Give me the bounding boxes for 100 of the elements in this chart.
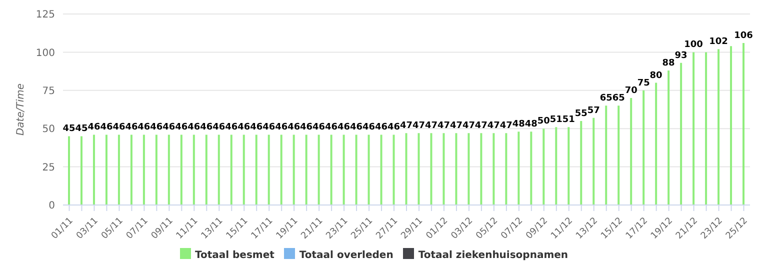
data-label: 51 bbox=[550, 115, 562, 126]
data-label: 46 bbox=[250, 122, 263, 133]
bar bbox=[630, 98, 632, 205]
data-label: 47 bbox=[500, 121, 512, 132]
data-label: 45 bbox=[62, 124, 76, 134]
legend-label: Totaal besmet bbox=[194, 250, 274, 261]
bar bbox=[568, 127, 570, 205]
bar bbox=[692, 52, 695, 205]
data-label: 46 bbox=[225, 122, 238, 133]
bar bbox=[530, 132, 532, 205]
bar bbox=[555, 127, 558, 205]
data-label: 47 bbox=[450, 121, 462, 132]
bar bbox=[318, 134, 320, 205]
bar bbox=[80, 136, 82, 205]
data-label: 46 bbox=[200, 122, 213, 133]
bar bbox=[742, 43, 745, 205]
bar bbox=[430, 133, 432, 205]
bar bbox=[92, 134, 95, 205]
bar bbox=[418, 133, 420, 205]
bar bbox=[680, 62, 682, 205]
data-label: 70 bbox=[624, 86, 638, 96]
bar bbox=[330, 134, 332, 205]
bar bbox=[405, 133, 408, 205]
data-label: 80 bbox=[650, 70, 662, 81]
data-label: 51 bbox=[562, 115, 575, 126]
data-label: 46 bbox=[375, 122, 388, 133]
bar bbox=[342, 134, 345, 205]
data-label: 47 bbox=[412, 121, 426, 132]
bar bbox=[268, 134, 270, 205]
data-label: 46 bbox=[150, 122, 163, 133]
bar bbox=[468, 133, 470, 205]
bar bbox=[142, 134, 145, 205]
data-label: 106 bbox=[734, 31, 753, 42]
y-tick-label: 125 bbox=[36, 10, 55, 21]
data-label: 46 bbox=[112, 122, 126, 133]
data-label: 100 bbox=[684, 40, 703, 50]
data-label: 46 bbox=[162, 122, 176, 133]
data-label: 46 bbox=[188, 122, 200, 133]
bar bbox=[218, 134, 220, 205]
legend-label: Totaal ziekenhuisopnamen bbox=[418, 250, 568, 261]
bar bbox=[192, 134, 195, 205]
data-label: 46 bbox=[288, 122, 300, 133]
data-label: 46 bbox=[312, 122, 326, 133]
data-label: 47 bbox=[474, 121, 488, 132]
bar bbox=[618, 106, 620, 205]
bar bbox=[480, 133, 482, 205]
y-tick-label: 0 bbox=[48, 200, 55, 212]
y-tick-label: 75 bbox=[42, 86, 55, 97]
data-label: 46 bbox=[238, 122, 250, 133]
bar bbox=[305, 134, 308, 205]
bar bbox=[392, 134, 395, 205]
data-label: 46 bbox=[338, 122, 350, 133]
bar bbox=[230, 134, 232, 205]
bar bbox=[105, 134, 108, 205]
bar bbox=[380, 134, 382, 205]
bar bbox=[355, 134, 358, 205]
bar bbox=[705, 52, 708, 205]
bar bbox=[442, 133, 445, 205]
bar bbox=[68, 136, 70, 205]
data-label: 47 bbox=[462, 121, 475, 132]
data-label: 47 bbox=[487, 121, 500, 132]
data-label: 46 bbox=[300, 122, 313, 133]
bar bbox=[580, 120, 582, 205]
bar bbox=[718, 49, 720, 205]
data-label: 88 bbox=[662, 58, 675, 69]
data-label: 46 bbox=[125, 122, 138, 133]
data-label: 47 bbox=[437, 121, 450, 132]
bar bbox=[255, 134, 258, 205]
bar bbox=[155, 134, 158, 205]
bar bbox=[655, 82, 658, 205]
data-label: 55 bbox=[574, 108, 588, 119]
bar bbox=[130, 134, 132, 205]
data-label: 102 bbox=[709, 37, 728, 48]
bar bbox=[368, 134, 370, 205]
data-label: 47 bbox=[424, 121, 438, 132]
bar bbox=[205, 134, 208, 205]
bar bbox=[492, 133, 495, 205]
bar bbox=[242, 134, 245, 205]
data-label: 46 bbox=[100, 122, 113, 133]
y-tick-label: 25 bbox=[42, 162, 55, 174]
data-label: 47 bbox=[400, 121, 413, 132]
data-label: 46 bbox=[138, 122, 150, 133]
data-label: 46 bbox=[350, 122, 363, 133]
data-label: 46 bbox=[262, 122, 276, 133]
bar bbox=[592, 118, 595, 205]
bar bbox=[280, 134, 282, 205]
bar bbox=[605, 106, 608, 205]
data-label: 46 bbox=[88, 122, 100, 133]
data-label: 57 bbox=[587, 106, 600, 116]
bar bbox=[505, 133, 508, 205]
bar bbox=[668, 70, 670, 205]
data-label: 45 bbox=[75, 124, 88, 134]
data-label: 46 bbox=[325, 122, 338, 133]
data-label: 46 bbox=[362, 122, 376, 133]
data-label: 46 bbox=[175, 122, 188, 133]
data-label: 65 bbox=[612, 94, 625, 104]
bar bbox=[180, 134, 182, 205]
data-label: 75 bbox=[637, 78, 650, 88]
bar bbox=[455, 133, 458, 205]
y-axis-title: Date/Time bbox=[16, 83, 27, 136]
